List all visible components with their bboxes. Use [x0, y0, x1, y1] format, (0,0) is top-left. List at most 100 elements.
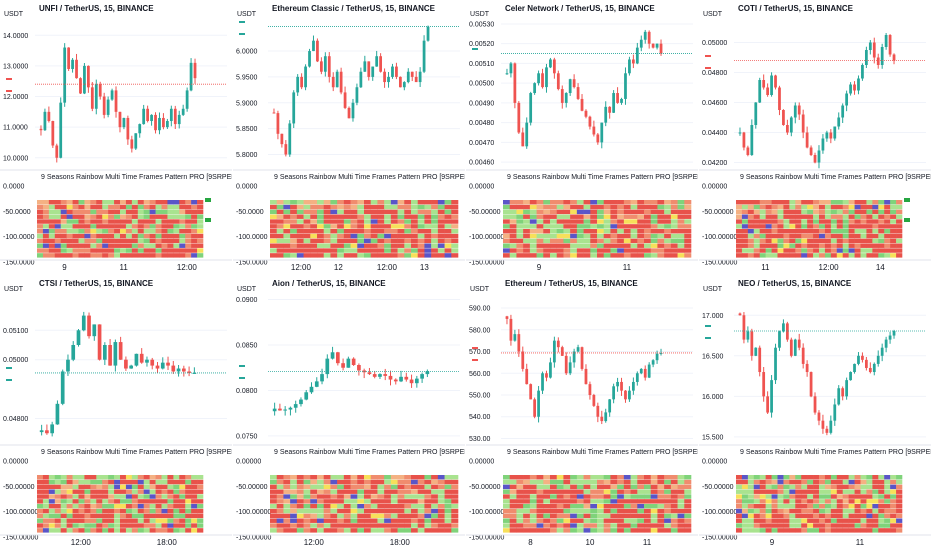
rainbow-band-cell — [516, 219, 524, 224]
price-tick-label: 5.8000 — [236, 152, 258, 159]
rainbow-band-cell — [296, 494, 304, 499]
chart-panel[interactable]: Celer Network / TetherUS, 15, BINANCE 9 S… — [466, 0, 698, 274]
chart-panel[interactable]: NEO / TetherUS, 15, BINANCE 9 Seasons Rai… — [699, 275, 931, 549]
rainbow-band-cell — [131, 248, 139, 253]
candle-body — [805, 132, 809, 148]
candle-body — [659, 352, 663, 354]
rainbow-band-cell — [836, 479, 844, 485]
rainbow-band-cell — [173, 243, 180, 248]
rainbow-band-cell — [650, 209, 658, 215]
rainbow-band-cell — [819, 224, 826, 229]
rainbow-band-cell — [337, 504, 345, 509]
rainbow-band-cell — [842, 243, 849, 248]
rainbow-band-cell — [623, 238, 631, 244]
rainbow-band-cell — [444, 219, 452, 224]
chart-panel[interactable]: COTI / TetherUS, 15, BINANCE 9 Seasons Ra… — [699, 0, 931, 274]
rainbow-band-cell — [155, 214, 162, 219]
candle-body — [55, 403, 60, 425]
rainbow-band-cell — [310, 209, 318, 215]
rainbow-band-cell — [860, 499, 867, 504]
rainbow-band-cell — [759, 243, 766, 248]
rainbow-band-cell — [120, 523, 127, 528]
rainbow-band-cell — [872, 214, 879, 219]
rainbow-band-cell — [78, 484, 85, 490]
rainbow-band-cell — [90, 499, 97, 504]
rainbow-band-cell — [677, 528, 685, 533]
rainbow-band-cell — [503, 233, 511, 239]
rainbow-band-cell — [125, 523, 133, 528]
rainbow-band-cell — [72, 204, 79, 210]
rainbow-band-cell — [765, 504, 772, 509]
candle-body — [892, 54, 896, 61]
rainbow-band-cell — [303, 475, 311, 480]
rainbow-band-cell — [747, 204, 755, 210]
rainbow-band-cell — [610, 233, 618, 239]
rainbow-band-cell — [290, 479, 298, 485]
rainbow-band-cell — [270, 479, 278, 485]
rainbow-band-cell — [42, 224, 50, 229]
rainbow-band-cell — [377, 508, 385, 514]
rainbow-band-cell — [364, 204, 372, 210]
rainbow-band-cell — [543, 248, 551, 253]
rainbow-band-cell — [54, 484, 62, 490]
rainbow-band-cell — [753, 200, 761, 205]
rainbow-band-cell — [610, 508, 618, 514]
rainbow-band-cell — [37, 475, 44, 480]
rainbow-band-cell — [125, 518, 133, 523]
chart-panel[interactable]: Ethereum Classic / TetherUS, 15, BINANCE… — [233, 0, 465, 274]
rainbow-band-cell — [765, 484, 772, 490]
rainbow-band-cell — [590, 518, 598, 523]
rainbow-band-cell — [516, 489, 524, 494]
rainbow-band-cell — [884, 200, 891, 205]
rainbow-band-cell — [431, 219, 439, 224]
rainbow-band-cell — [179, 253, 186, 258]
rainbow-band-cell — [590, 523, 598, 528]
rainbow-band-cell — [137, 229, 145, 234]
rainbow-band-cell — [807, 528, 814, 533]
rainbow-band-cell — [842, 494, 849, 499]
rainbow-band-cell — [137, 475, 145, 480]
rainbow-band-cell — [404, 224, 412, 229]
rainbow-band-cell — [516, 238, 524, 244]
rainbow-band-cell — [884, 494, 891, 499]
candle-body — [766, 396, 770, 413]
candle-body — [892, 331, 896, 336]
rainbow-band-cell — [197, 233, 204, 239]
rainbow-band-cell — [736, 513, 743, 519]
rainbow-band-cell — [444, 489, 452, 494]
countdown-badge — [6, 90, 12, 93]
rainbow-band-cell — [637, 523, 645, 528]
rainbow-band-cell — [813, 224, 820, 229]
rainbow-band-cell — [617, 224, 625, 229]
rainbow-band-cell — [836, 204, 844, 210]
candle-body — [371, 66, 375, 77]
rainbow-band-cell — [96, 200, 103, 205]
rainbow-band-cell — [78, 204, 85, 210]
rainbow-band-cell — [597, 479, 605, 485]
chart-panel[interactable]: Aion / TetherUS, 15, BINANCE 9 Seasons Ra… — [233, 275, 465, 549]
rainbow-band-cell — [610, 479, 618, 485]
rainbow-band-cell — [143, 229, 150, 234]
chart-panel[interactable]: CTSI / TetherUS, 15, BINANCE 9 Seasons Ra… — [0, 275, 232, 549]
rainbow-band-cell — [191, 494, 198, 499]
rainbow-band-cell — [603, 204, 611, 210]
rainbow-band-cell — [276, 484, 284, 490]
rainbow-band-cell — [848, 229, 855, 234]
indicator-title: 9 Seasons Rainbow Multi Time Frames Patt… — [740, 449, 931, 456]
rainbow-band-cell — [523, 479, 531, 485]
rainbow-band-cell — [317, 499, 325, 504]
chart-panel[interactable]: Ethereum / TetherUS, 15, BINANCE 9 Season… — [466, 275, 698, 549]
candle-body — [817, 412, 821, 421]
rainbow-band-cell — [185, 528, 192, 533]
rainbow-band-cell — [860, 204, 867, 210]
rainbow-band-cell — [836, 243, 844, 248]
rainbow-band-cell — [684, 229, 692, 234]
rainbow-band-cell — [854, 224, 861, 229]
candle-body — [86, 65, 90, 88]
rainbow-band-cell — [72, 508, 79, 514]
rainbow-band-cell — [370, 508, 378, 514]
rainbow-band-cell — [143, 219, 150, 224]
rainbow-band-cell — [270, 229, 278, 234]
chart-panel[interactable]: UNFI / TetherUS, 15, BINANCE 9 Seasons Ra… — [0, 0, 232, 274]
rainbow-band-cell — [42, 475, 50, 480]
